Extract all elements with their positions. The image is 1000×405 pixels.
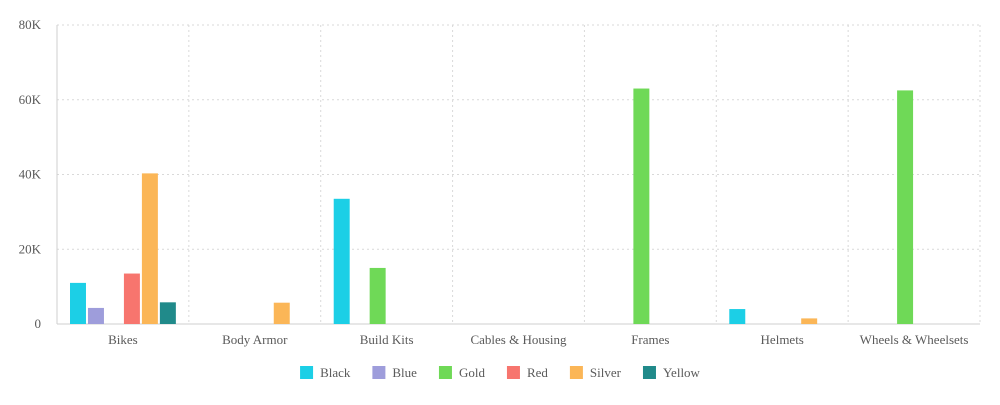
x-tick-label: Build Kits <box>360 332 414 347</box>
legend-item-silver[interactable]: Silver <box>569 365 622 380</box>
legend-swatch <box>300 366 314 379</box>
legend-item-red[interactable]: Red <box>506 365 548 380</box>
x-tick-label: Frames <box>631 332 669 347</box>
legend-swatch <box>642 366 656 379</box>
x-tick-label: Helmets <box>761 332 804 347</box>
axes <box>56 25 980 325</box>
y-tick-label: 0 <box>35 316 42 331</box>
bar-silver-5[interactable] <box>801 318 818 324</box>
x-axis-labels: Bikes Body Armor Build Kits Cables & Housin… <box>108 332 968 347</box>
bar-red-0[interactable] <box>123 273 140 324</box>
legend: Black Blue Gold Red Silver Yellow <box>300 365 701 380</box>
x-tick-label: Wheels & Wheelsets <box>860 332 969 347</box>
legend-item-blue[interactable]: Blue <box>372 365 417 380</box>
legend-label: Gold <box>459 365 486 380</box>
bar-gold-4[interactable] <box>633 88 650 324</box>
legend-item-yellow[interactable]: Yellow <box>642 365 701 380</box>
legend-swatch <box>569 366 583 379</box>
bars <box>70 88 914 324</box>
legend-swatch <box>372 366 386 379</box>
y-tick-label: 20K <box>19 241 42 256</box>
bar-silver-0[interactable] <box>141 173 158 324</box>
legend-swatch <box>506 366 520 379</box>
x-tick-label: Bikes <box>108 332 138 347</box>
x-tick-label: Body Armor <box>222 332 288 347</box>
bar-blue-0[interactable] <box>87 307 104 324</box>
legend-label: Black <box>320 365 351 380</box>
bar-gold-2[interactable] <box>369 267 386 324</box>
y-tick-label: 60K <box>19 92 42 107</box>
legend-label: Blue <box>392 365 417 380</box>
legend-label: Silver <box>590 365 622 380</box>
x-tick-label: Cables & Housing <box>470 332 567 347</box>
legend-label: Red <box>527 365 548 380</box>
grid <box>57 24 981 324</box>
legend-item-gold[interactable]: Gold <box>438 365 486 380</box>
bar-black-2[interactable] <box>333 198 350 324</box>
bar-black-0[interactable] <box>70 282 86 324</box>
y-tick-label: 80K <box>19 17 42 32</box>
legend-label: Yellow <box>663 365 701 380</box>
bar-black-5[interactable] <box>729 309 746 324</box>
legend-item-black[interactable]: Black <box>300 365 351 380</box>
legend-swatch <box>438 366 452 379</box>
y-axis-labels: 0 20K 40K 60K 80K <box>19 17 42 331</box>
bar-silver-1[interactable] <box>273 302 290 324</box>
y-tick-label: 40K <box>19 167 42 182</box>
bar-gold-6[interactable] <box>897 90 914 324</box>
bar-yellow-0[interactable] <box>159 302 176 324</box>
